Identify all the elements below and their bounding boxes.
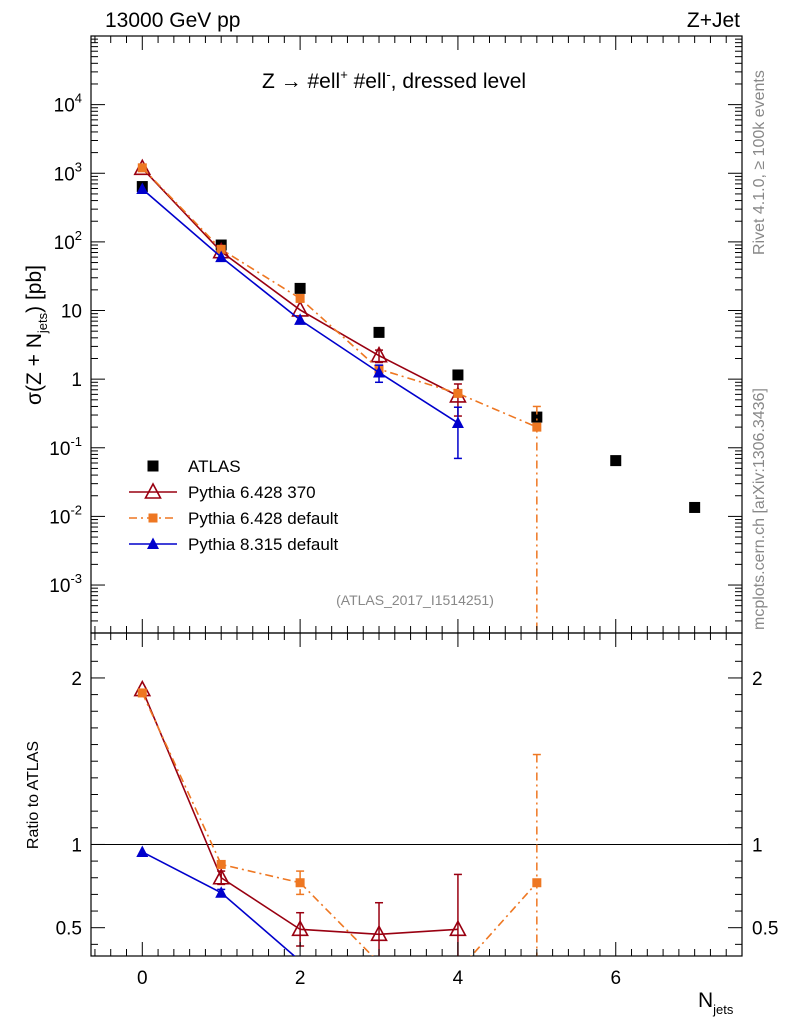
- y-tick-label-main: 103: [54, 159, 82, 185]
- data-point-pythia-6-428-370: [370, 345, 388, 363]
- y-tick-label-main: 1: [71, 370, 82, 391]
- data-point-pythia-8-315-default: [373, 365, 386, 378]
- y-tick-label-ratio: 2: [71, 669, 82, 690]
- x-tick-label: 0: [137, 968, 148, 989]
- main-plot-title: Z → #ell+ #ell-, dressed level: [262, 67, 526, 93]
- data-point-pythia-6-428-default: [532, 422, 542, 432]
- y-tick-label-ratio: 0.5: [56, 919, 82, 940]
- data-point-pythia-6-428-default: [216, 859, 226, 869]
- data-point-pythia-6-428-default: [532, 878, 542, 888]
- data-point-atlas: [689, 501, 701, 513]
- main-plot-area: [133, 158, 701, 633]
- y-tick-label-main: 10-3: [49, 571, 82, 597]
- data-point-atlas: [531, 411, 543, 423]
- analysis-id: (ATLAS_2017_I1514251): [336, 592, 494, 608]
- data-point-pythia-6-428-default: [137, 163, 147, 173]
- data-point-pythia-8-315-default: [294, 313, 307, 325]
- legend-label-atlas: ATLAS: [188, 457, 241, 476]
- series-line-pythia-6-428-default: [141, 692, 538, 956]
- y-tick-label-main: 102: [54, 228, 82, 254]
- data-point-atlas: [294, 282, 306, 294]
- data-point-pythia-6-428-default: [216, 244, 226, 254]
- data-point-pythia-8-315-default: [451, 416, 464, 428]
- legend-label-pythia-6-428-default: Pythia 6.428 default: [188, 509, 339, 528]
- data-point-atlas: [373, 326, 385, 338]
- main-ylabel: σ(Z + Njets) [pb]: [23, 265, 50, 405]
- y-tick-label-main: 104: [54, 91, 82, 117]
- legend-marker-pythia-8-315-default: [147, 537, 159, 549]
- data-point-pythia-6-428-default: [375, 958, 384, 967]
- y-tick-label-main: 10: [61, 302, 82, 323]
- legend-marker-atlas: [147, 460, 159, 472]
- data-point-pythia-6-428-370: [449, 919, 467, 937]
- ratio-ylabel: Ratio to ATLAS: [25, 741, 42, 849]
- legend: ATLAS Pythia 6.428 370 Pythia 6.428 defaul…: [129, 457, 339, 554]
- x-tick-label: 2: [295, 968, 306, 989]
- data-point-pythia-8-315-default: [215, 250, 228, 263]
- data-point-pythia-6-428-default: [295, 878, 305, 888]
- x-tick-label: 4: [453, 968, 464, 989]
- legend-label-pythia-6-428-370: Pythia 6.428 370: [188, 483, 316, 502]
- data-point-pythia-6-428-default: [295, 293, 305, 303]
- legend-marker-pythia-6-428-default: [148, 513, 158, 523]
- y-tick-label-main: 10-2: [49, 502, 82, 528]
- y-tick-label-ratio: 1: [71, 835, 82, 856]
- series-line-pythia-8-315-default: [141, 188, 459, 424]
- ratio-xlabel: Njets: [698, 989, 734, 1017]
- data-point-pythia-6-428-370: [212, 868, 231, 885]
- y-tick-label-ratio-right: 2: [752, 669, 763, 690]
- data-point-pythia-6-428-370: [291, 919, 309, 937]
- data-point-pythia-8-315-default: [215, 886, 228, 898]
- data-point-pythia-6-428-default: [137, 688, 147, 698]
- header-energy: 13000 GeV pp: [105, 9, 240, 32]
- series-line-pythia-6-428-370: [141, 167, 459, 397]
- header-process: Z+Jet: [687, 9, 740, 32]
- y-tick-label-main: 10-1: [49, 434, 82, 460]
- series-line-pythia-6-428-370: [141, 689, 458, 936]
- data-point-pythia-8-315-default: [136, 845, 149, 857]
- series-line-pythia-6-428-default: [141, 167, 538, 428]
- data-point-pythia-6-428-default: [453, 388, 463, 398]
- x-tick-label: 6: [610, 968, 621, 989]
- side-label-mcplots: mcplots.cern.ch [arXiv:1306.3436]: [751, 388, 768, 630]
- ratio-plot-area: [91, 679, 742, 967]
- side-label-rivet: Rivet 4.1.0, ≥ 100k events: [751, 70, 768, 255]
- data-point-pythia-6-428-370: [370, 924, 388, 942]
- data-point-atlas: [610, 455, 622, 467]
- legend-label-pythia-8-315-default: Pythia 8.315 default: [188, 535, 339, 554]
- y-tick-label-ratio-right: 1: [752, 835, 763, 856]
- y-tick-label-ratio-right: 0.5: [752, 919, 778, 940]
- legend-marker-pythia-6-428-370: [144, 482, 162, 499]
- data-point-atlas: [452, 369, 464, 381]
- data-point-pythia-8-315-default: [136, 182, 149, 194]
